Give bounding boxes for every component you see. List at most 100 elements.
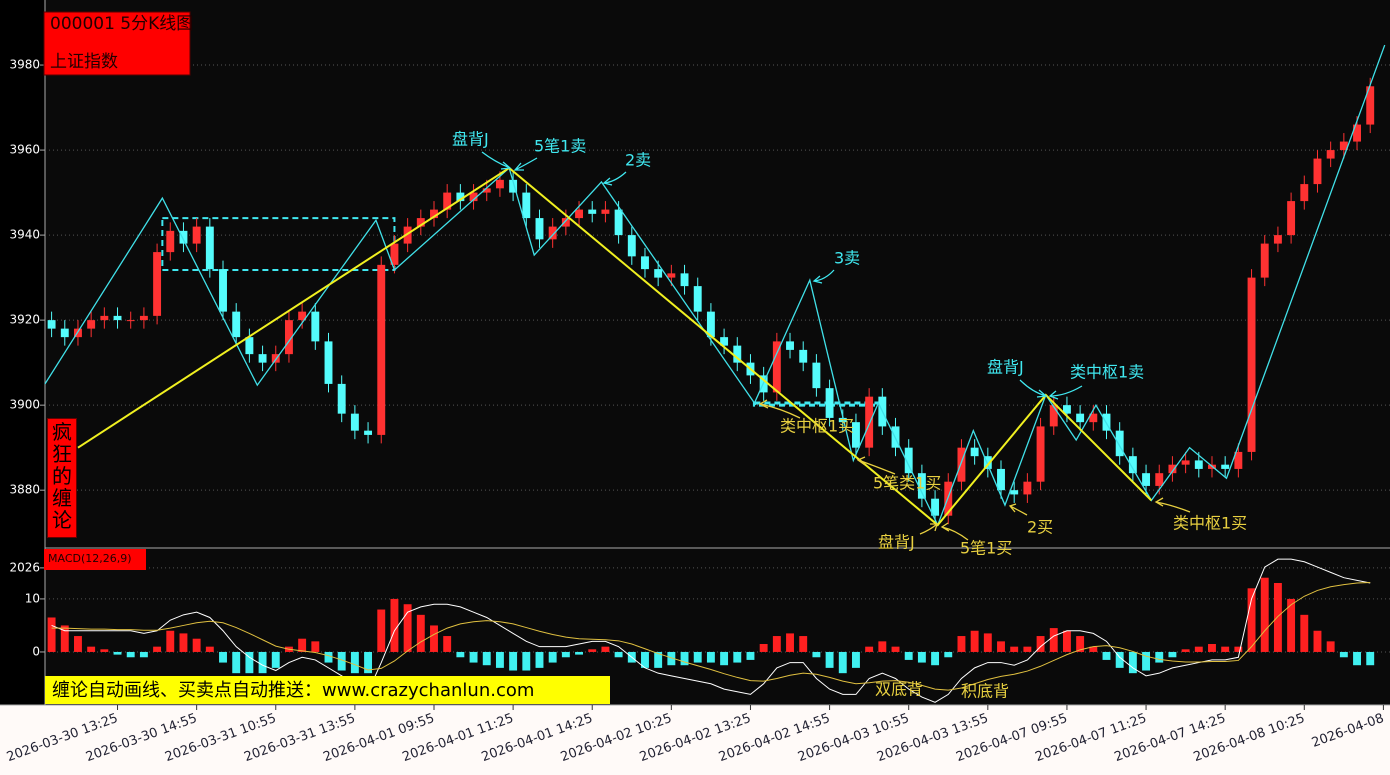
candle-body: [1062, 405, 1071, 414]
macd-title-box: [44, 549, 146, 570]
macd-bar: [680, 651, 689, 666]
candle-body: [1313, 158, 1322, 185]
macd-bar: [1168, 651, 1177, 658]
y-tick-label: 10: [25, 591, 40, 605]
macd-bar: [799, 636, 808, 652]
banner-box: [45, 676, 610, 704]
macd-bar: [1366, 651, 1375, 666]
macd-bar: [904, 651, 913, 660]
macd-bar: [509, 651, 518, 671]
arrow: [856, 456, 896, 475]
arrow: [1154, 497, 1191, 513]
macd-bar: [416, 614, 425, 652]
macd-bar: [153, 646, 162, 652]
annotation: 盘背J: [452, 130, 489, 149]
macd-bar: [324, 651, 333, 663]
macd-title: MACD(12,26,9): [48, 552, 132, 565]
macd-bar: [1326, 641, 1335, 652]
macd-bar: [113, 651, 122, 655]
arrow: [481, 151, 512, 170]
macd-bar: [258, 651, 267, 674]
candle-body: [733, 345, 742, 363]
macd-bar: [311, 641, 320, 652]
arrow: [812, 269, 835, 284]
candle-body: [403, 226, 412, 244]
candle-body: [706, 311, 715, 338]
macd-line: [51, 581, 1371, 691]
candle-body: [113, 315, 122, 321]
macd-line: [51, 558, 1371, 703]
candle-body: [1115, 430, 1124, 457]
annotation: 2买: [1027, 518, 1053, 537]
annotation: 类中枢1买: [780, 417, 854, 436]
candle-body: [1194, 460, 1203, 469]
y-tick-label: 3880: [9, 483, 40, 497]
macd-bar: [706, 651, 715, 663]
candle-body: [232, 311, 241, 338]
candle-body: [219, 269, 227, 312]
macd-bar: [1300, 614, 1309, 652]
candle-body: [284, 320, 293, 355]
macd-bar: [364, 651, 373, 674]
macd-bar: [641, 651, 649, 668]
candle-body: [825, 388, 834, 418]
macd-bar: [430, 625, 438, 652]
macd-bar: [377, 609, 386, 652]
macd-bar: [878, 641, 887, 652]
bi-line: [44, 44, 1386, 527]
candle-body: [1142, 473, 1151, 486]
macd-bar: [825, 651, 834, 668]
chart-title: 000001 5分K线图: [50, 14, 193, 34]
candle-body: [1326, 150, 1335, 159]
candle-body: [311, 311, 320, 342]
macd-bar: [1260, 577, 1269, 652]
macd-bar: [575, 651, 583, 655]
candle-body: [337, 383, 346, 414]
macd-bar: [271, 651, 280, 668]
macd-bar: [1247, 588, 1256, 652]
macd-bar: [1208, 644, 1216, 652]
candle-body: [60, 328, 69, 338]
plot-area: [45, 0, 1390, 705]
candle-body: [364, 430, 373, 435]
y-tick-label: 0: [32, 644, 40, 658]
macd-bar: [1181, 649, 1190, 652]
candle-body: [430, 209, 438, 219]
macd-bar: [390, 598, 399, 652]
macd-bar: [205, 646, 214, 652]
annotation: 类中枢1买: [1173, 514, 1247, 533]
candle-body: [245, 337, 254, 355]
candle-body: [535, 218, 544, 240]
candle-body: [192, 226, 201, 244]
macd-bar: [60, 625, 69, 652]
candle-body: [983, 456, 992, 469]
candle-body: [443, 192, 452, 210]
candle-body: [258, 354, 267, 363]
macd-bar: [1036, 636, 1045, 652]
macd-bar: [1221, 646, 1230, 652]
macd-bar: [1353, 651, 1361, 666]
arrow: [1008, 503, 1028, 516]
candle-body: [1300, 184, 1309, 202]
macd-bar: [1128, 651, 1137, 674]
candle-body: [548, 226, 557, 240]
macd-bar: [1115, 651, 1124, 668]
annotation: 2卖: [625, 151, 651, 170]
candle-body: [416, 218, 425, 227]
macd-bar: [337, 651, 346, 671]
macd-bar: [1049, 628, 1058, 652]
candle-body: [1036, 426, 1045, 482]
candle-body: [838, 417, 847, 423]
candle-body: [298, 311, 307, 321]
macd-bar: [917, 651, 926, 663]
macd-bar: [179, 633, 188, 652]
macd-bar: [1102, 651, 1111, 660]
candle-body: [179, 230, 188, 244]
annotation: 5笔1买: [960, 539, 1012, 558]
candle-body: [205, 226, 214, 270]
macd-bar: [1089, 646, 1098, 652]
candle-body: [588, 209, 597, 214]
y-tick-label: 3920: [9, 313, 40, 327]
candle-body: [87, 320, 96, 329]
